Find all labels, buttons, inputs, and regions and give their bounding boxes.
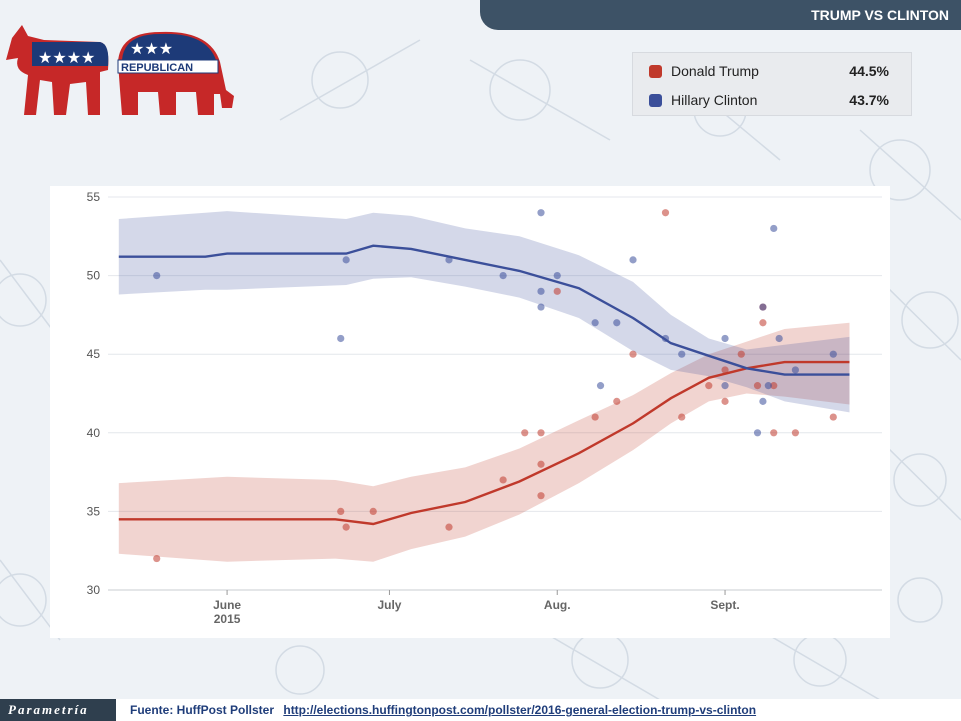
poll-point-trump (759, 319, 767, 327)
poll-point-trump (770, 382, 778, 390)
poll-point-clinton (342, 256, 350, 264)
poll-point-trump (753, 382, 762, 390)
party-logos: ★★★★ ★★★ REPUBLICAN (6, 25, 234, 115)
x-tick-sublabel: 2015 (214, 612, 241, 626)
y-tick-label: 55 (87, 190, 101, 204)
footer (0, 699, 961, 721)
poll-point-trump (721, 397, 729, 405)
poll-point-trump (629, 350, 637, 358)
poll-point-trump (369, 507, 377, 515)
poll-point-trump (445, 523, 453, 531)
legend-item-trump: Donald Trump 44.5% (649, 62, 899, 82)
x-tick-label: Sept. (710, 598, 739, 612)
poll-point-clinton (553, 272, 561, 280)
confidence-band-clinton (118, 211, 850, 413)
poll-point-clinton (759, 303, 767, 311)
poll-point-clinton (721, 382, 729, 390)
legend-swatch-trump (649, 65, 662, 78)
poll-point-clinton (537, 287, 545, 295)
poll-point-trump (770, 429, 778, 437)
poll-point-clinton (829, 350, 837, 358)
legend-item-clinton: Hillary Clinton 43.7% (649, 91, 899, 111)
legend-name: Hillary Clinton (671, 92, 758, 108)
x-tick-label: Aug. (544, 598, 571, 612)
poll-point-trump (521, 429, 529, 437)
poll-point-trump (678, 413, 686, 421)
brand-logo: Parametría (0, 699, 116, 721)
source-label: Fuente: HuffPost Pollster (130, 703, 275, 717)
confidence-band-trump (118, 322, 850, 562)
legend-value: 43.7% (849, 92, 889, 108)
poll-point-trump (537, 429, 545, 437)
legend-swatch-clinton (649, 94, 662, 107)
poll-point-clinton (759, 397, 767, 405)
poll-point-clinton (337, 334, 345, 343)
y-tick-label: 30 (87, 583, 101, 597)
source-credit: Fuente: HuffPost Pollster http://electio… (130, 703, 756, 717)
chart-panel: 30 35 40 45 50 55 June 2015 July Aug. Sept. (50, 186, 890, 638)
y-tick-label: 35 (87, 504, 101, 518)
poll-point-clinton (499, 272, 507, 280)
y-tick-label: 45 (87, 347, 101, 361)
poll-point-trump (591, 413, 599, 421)
poll-point-clinton (678, 350, 686, 358)
chart-legend: Donald Trump 44.5% Hillary Clinton 43.7% (632, 52, 912, 116)
republican-text: REPUBLICAN (121, 62, 193, 74)
poll-point-clinton (764, 382, 772, 390)
poll-point-trump (537, 492, 545, 500)
poll-point-trump (153, 554, 161, 563)
svg-text:★★★★: ★★★★ (38, 48, 95, 67)
title-bar: TRUMP VS CLINTON (480, 0, 961, 30)
svg-text:★★★: ★★★ (130, 39, 173, 58)
source-link[interactable]: http://elections.huffingtonpost.com/poll… (283, 703, 757, 717)
poll-point-clinton (596, 382, 605, 390)
poll-point-clinton (770, 224, 778, 233)
y-tick-label: 40 (87, 426, 101, 440)
legend-value: 44.5% (849, 63, 889, 79)
poll-point-clinton (721, 334, 729, 343)
poll-point-trump (737, 350, 745, 358)
poll-point-clinton (153, 272, 161, 280)
x-tick-label: July (377, 598, 401, 612)
poll-point-trump (791, 429, 799, 437)
poll-point-trump (661, 209, 670, 217)
poll-point-trump (342, 523, 350, 531)
poll-point-trump (537, 460, 545, 468)
trend-line-trump (118, 360, 850, 526)
poll-point-trump (705, 382, 713, 390)
poll-point-clinton (537, 303, 545, 311)
poll-point-clinton (537, 209, 545, 217)
poll-point-trump (613, 397, 621, 405)
brand-text: Parametría (8, 702, 89, 717)
poll-point-clinton (613, 319, 621, 327)
poll-point-clinton (591, 319, 599, 327)
x-tick-label: June (213, 598, 241, 612)
donkey-icon: ★★★★ (6, 25, 109, 115)
poll-point-trump (829, 413, 837, 421)
poll-point-clinton (775, 334, 783, 343)
poll-point-trump (721, 366, 729, 374)
poll-point-clinton (629, 256, 637, 264)
page-title: TRUMP VS CLINTON (811, 7, 949, 23)
poll-point-trump (553, 287, 561, 295)
trend-line-clinton (118, 244, 850, 376)
legend-name: Donald Trump (671, 63, 759, 79)
poll-point-clinton (753, 429, 762, 437)
poll-point-clinton (791, 366, 799, 374)
y-tick-label: 50 (87, 269, 101, 283)
poll-point-trump (337, 507, 345, 515)
poll-point-trump (499, 476, 507, 484)
elephant-icon: ★★★ REPUBLICAN (117, 31, 234, 115)
